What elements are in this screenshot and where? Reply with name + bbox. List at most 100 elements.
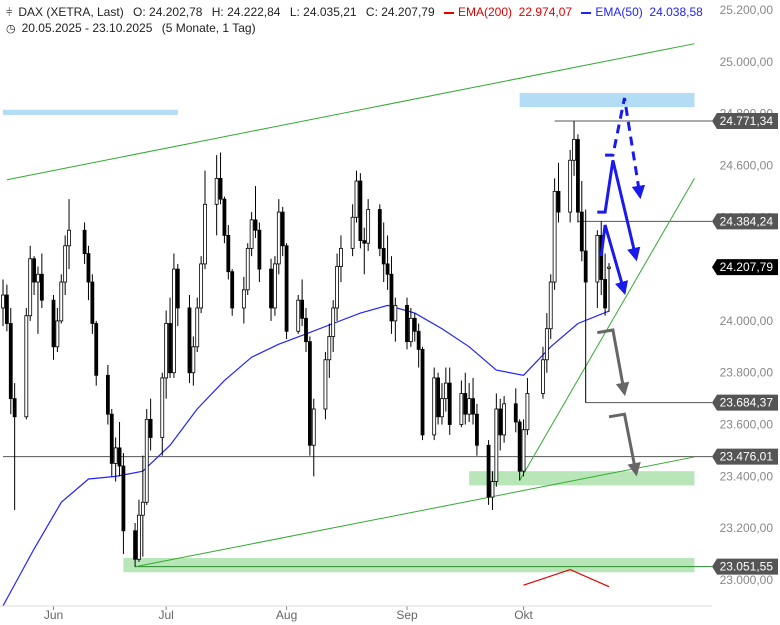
candle xyxy=(377,204,382,257)
candle-body xyxy=(94,323,99,376)
candle-body xyxy=(109,413,114,464)
candle-body xyxy=(144,418,149,503)
candle xyxy=(393,297,398,342)
candle-body xyxy=(28,258,33,317)
candle-body xyxy=(576,139,580,213)
scenario-arrows-layer xyxy=(597,97,646,477)
candle xyxy=(230,269,235,316)
x-tick-label: Sep xyxy=(396,608,418,622)
candle-body xyxy=(249,219,254,249)
candle-body xyxy=(55,320,60,348)
price-level-tag-2-bg xyxy=(712,394,778,411)
y-tick-label: 23.400,00 xyxy=(720,469,774,483)
candle xyxy=(253,186,258,238)
candle-body xyxy=(393,304,398,322)
candle xyxy=(416,323,421,368)
candle xyxy=(214,155,219,236)
scenario-arrow-4 xyxy=(608,412,641,477)
candle xyxy=(471,377,475,425)
candle-body xyxy=(230,271,235,309)
candle xyxy=(199,256,204,314)
candle-body xyxy=(222,198,227,236)
candle xyxy=(381,222,386,283)
candle xyxy=(203,170,207,270)
candle xyxy=(362,227,367,275)
candle xyxy=(490,471,495,511)
y-tick-label: 23.800,00 xyxy=(720,366,774,380)
candle xyxy=(420,346,425,441)
candle-body xyxy=(24,315,29,418)
candlestick-icon: ⫩ xyxy=(6,6,13,19)
y-tick-label: 23.000,00 xyxy=(720,573,774,587)
candle xyxy=(187,295,192,384)
candle xyxy=(354,170,359,223)
price-level-tag-3-bg xyxy=(712,448,778,465)
candle-body xyxy=(335,266,339,309)
candle-body xyxy=(389,273,394,322)
y-tick-label: 23.600,00 xyxy=(720,418,774,432)
ema200-value: 22.974,07 xyxy=(518,5,573,19)
x-tick-label: Jun xyxy=(44,608,63,622)
scenario-arrow-2 xyxy=(599,224,628,295)
candle xyxy=(331,300,336,352)
candle xyxy=(595,230,600,308)
candle-body xyxy=(552,190,557,283)
current-price-tag-bg xyxy=(712,259,778,276)
x-axis: Jun Jul Aug Sep Okt xyxy=(0,605,712,622)
candle-body xyxy=(121,465,126,532)
candle xyxy=(133,523,137,567)
candle-body xyxy=(432,377,437,436)
low-value: L: 24.035,21 xyxy=(289,5,357,19)
candle-body xyxy=(117,447,122,467)
candle-body xyxy=(245,247,250,291)
candle-body xyxy=(416,330,421,350)
candle-body xyxy=(304,317,308,343)
candle-body xyxy=(607,266,611,269)
candle-body xyxy=(307,341,312,446)
candle xyxy=(412,313,417,342)
candle xyxy=(576,134,580,223)
candle-body xyxy=(443,382,448,400)
candle xyxy=(513,388,518,433)
candle-body xyxy=(257,229,262,270)
candle-body xyxy=(331,307,336,337)
candle-body xyxy=(595,235,600,283)
price-level-tag-1-bg xyxy=(712,213,778,230)
candle-body xyxy=(63,245,68,283)
candle xyxy=(494,393,499,487)
candle xyxy=(105,364,110,425)
candle xyxy=(603,253,608,316)
candle-body xyxy=(36,273,40,283)
candles-layer xyxy=(1,121,611,567)
candle-body xyxy=(148,418,153,438)
price-level-tag-3-text: 23.476,01 xyxy=(720,450,774,464)
price-level-tag-1-text: 24.384,24 xyxy=(720,214,774,228)
candle xyxy=(579,181,584,262)
chart-header: ⫩ DAX (XETRA, Last) O: 24.202,78 H: 24.22… xyxy=(6,5,709,20)
candle xyxy=(502,396,507,443)
candle xyxy=(443,367,448,412)
candle xyxy=(67,199,71,270)
candle-body xyxy=(521,429,526,472)
x-tick-label: Jul xyxy=(158,608,173,622)
candle xyxy=(12,383,17,511)
candle-body xyxy=(311,408,316,446)
candle-body xyxy=(513,403,518,423)
candle xyxy=(389,256,394,334)
x-tick-label: Okt xyxy=(514,608,533,622)
price-level-tag-2: 23.684,37 xyxy=(712,394,778,411)
candle-body xyxy=(164,323,169,379)
candle xyxy=(117,421,122,477)
candle-body xyxy=(276,211,281,265)
candle xyxy=(436,372,440,425)
candle xyxy=(498,398,503,451)
candle xyxy=(222,196,227,244)
candle xyxy=(137,499,141,562)
candle-body xyxy=(226,235,231,273)
candle-body xyxy=(354,180,359,218)
candle xyxy=(552,178,557,290)
price-level-tag-1: 24.384,24 xyxy=(712,213,778,230)
candle xyxy=(541,346,545,399)
candle-body xyxy=(137,514,141,560)
